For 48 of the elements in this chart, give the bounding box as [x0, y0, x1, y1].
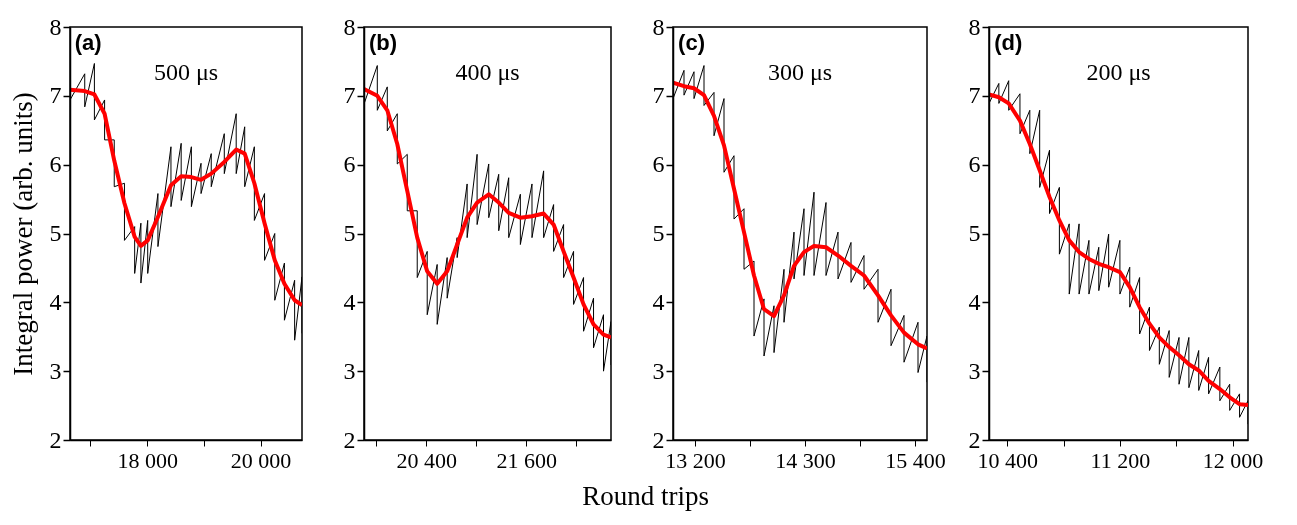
annotation: (a) — [74, 30, 102, 55]
y-tick-label: 3 — [49, 357, 62, 384]
y-tick-label: 4 — [968, 288, 981, 315]
y-tick-label: 4 — [49, 288, 62, 315]
x-tick-label: 14 300 — [775, 447, 836, 473]
annotation: (b) — [368, 30, 398, 55]
annotation: (d) — [994, 30, 1023, 55]
y-tick-label: 7 — [49, 82, 62, 109]
x-tick-label: 18 000 — [117, 447, 178, 473]
y-tick-label: 8 — [343, 13, 356, 40]
y-tick-label: 4 — [343, 288, 356, 315]
y-tick-label: 6 — [49, 151, 62, 178]
annotation: (c) — [678, 30, 705, 55]
y-tick-label: 6 — [343, 151, 356, 178]
x-axis-title: Round trips — [582, 480, 709, 511]
y-axis-title: Integral power (arb. units) — [7, 92, 38, 376]
y-tick-label: 6 — [652, 151, 665, 178]
annotation: 300 μs — [767, 59, 833, 85]
x-tick-label: 15 400 — [885, 447, 946, 473]
x-tick-label: 20 000 — [230, 447, 292, 473]
y-tick-label: 7 — [343, 82, 356, 109]
x-tick-label: 21 600 — [496, 447, 557, 473]
y-tick-label: 3 — [343, 357, 356, 384]
x-tick-label: 11 200 — [1090, 447, 1151, 473]
y-tick-label: 2 — [343, 426, 356, 453]
y-tick-label: 8 — [49, 13, 62, 40]
y-tick-label: 2 — [652, 426, 665, 453]
y-tick-label: 4 — [652, 288, 665, 315]
y-tick-label: 8 — [652, 13, 665, 40]
y-tick-label: 5 — [343, 220, 356, 246]
annotation: 200 μs — [1086, 59, 1151, 85]
annotation: 500 μs — [153, 59, 219, 85]
line-series — [364, 86, 611, 340]
y-tick-label: 5 — [968, 220, 981, 246]
x-tick-label: 20 400 — [396, 447, 458, 473]
y-tick-label: 5 — [652, 220, 665, 246]
y-tick-label: 6 — [968, 151, 981, 178]
line-series — [70, 87, 302, 308]
y-tick-label: 2 — [49, 426, 62, 453]
y-tick-label: 8 — [968, 13, 981, 40]
y-tick-label: 7 — [652, 82, 665, 109]
y-tick-label: 5 — [49, 220, 62, 246]
x-tick-label: 13 200 — [665, 447, 726, 473]
annotation: 400 μs — [455, 59, 520, 85]
x-tick-label: 12 000 — [1202, 447, 1264, 473]
y-tick-label: 3 — [968, 357, 981, 384]
y-tick-label: 3 — [652, 357, 665, 384]
y-tick-label: 7 — [968, 82, 981, 109]
